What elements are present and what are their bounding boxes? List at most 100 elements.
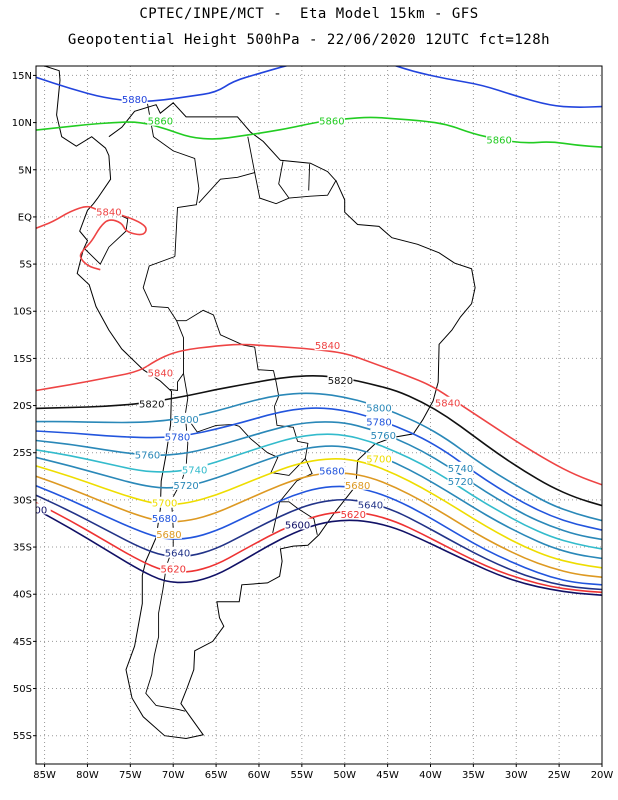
contour-label-bg — [366, 401, 393, 413]
contour-label: 600 — [28, 505, 47, 516]
height-contours — [36, 66, 602, 596]
contour-label-bg — [340, 508, 367, 520]
contour-label-bg — [151, 511, 178, 523]
contour-label: 5700 — [152, 499, 177, 510]
lat-label: 55S — [13, 731, 32, 742]
country-border — [147, 103, 200, 257]
lon-label: 50W — [333, 770, 356, 781]
contour-label: 5760 — [371, 431, 396, 442]
contour-label: 5680 — [156, 530, 181, 541]
contour-label: 5720 — [173, 481, 198, 492]
contour-label-bg — [357, 498, 384, 510]
contour-label-bg — [344, 478, 371, 490]
contour-line-5780 — [36, 407, 602, 531]
lon-label: 60W — [248, 770, 271, 781]
contour-label-bg — [147, 366, 174, 378]
contour-label: 5860 — [486, 136, 511, 147]
contour-label-bg — [314, 339, 341, 351]
contour-label-bg — [173, 412, 200, 424]
contour-label: 5640 — [165, 549, 190, 560]
contour-label: 5820 — [139, 400, 164, 411]
contour-line-5720 — [36, 445, 602, 560]
contour-label-bg — [447, 461, 474, 473]
country-border — [238, 406, 309, 476]
lat-label: 15S — [13, 354, 32, 365]
lat-label: 50S — [13, 684, 32, 695]
chart-title-line2: Geopotential Height 500hPa - 22/06/2020 … — [67, 32, 551, 48]
contour-label-bg — [121, 93, 148, 105]
contour-label: 5880 — [122, 95, 147, 106]
island-coast — [139, 29, 186, 45]
contour-line-5840 — [36, 205, 147, 271]
lat-label: 45S — [13, 637, 32, 648]
contour-label-bg — [318, 114, 345, 126]
contour-line-5680 — [36, 484, 602, 586]
contour-label: 5620 — [341, 510, 366, 521]
latitude-axis: 15N 10N 5N EQ 5S 10S 15S 20S 25S 30S 35S 40S 45S 50S 5… — [12, 71, 36, 742]
lat-label: 5S — [19, 260, 32, 271]
contour-label-bg — [434, 396, 461, 408]
contour-label: 5860 — [319, 117, 344, 128]
contour-label: 5840 — [148, 369, 173, 380]
lat-label: 25S — [13, 448, 32, 459]
lat-label: 20S — [13, 401, 32, 412]
contour-label: 5800 — [173, 415, 198, 426]
contour-label: 5700 — [366, 454, 391, 465]
contour-label-bg — [173, 478, 200, 490]
country-border — [308, 164, 311, 191]
lon-label: 20W — [591, 770, 614, 781]
contour-label-bg — [160, 562, 187, 574]
country-border — [145, 414, 189, 712]
country-border — [176, 309, 280, 407]
contour-label-bg — [134, 448, 161, 460]
contour-label: 5780 — [366, 418, 391, 429]
contour-label: 5720 — [448, 477, 473, 488]
contour-label-bg — [486, 133, 513, 145]
lat-label: 40S — [13, 590, 32, 601]
contour-line-5620 — [36, 501, 602, 594]
contour-label: 5780 — [165, 433, 190, 444]
contour-label: 5840 — [96, 207, 121, 218]
contour-label: 5860 — [148, 117, 173, 128]
contour-label-bg — [138, 397, 165, 409]
country-border — [272, 501, 281, 533]
lon-label: 40W — [419, 770, 442, 781]
contour-line-5700 — [36, 458, 602, 569]
contour-label: 5680 — [319, 467, 344, 478]
contour-line-5600 — [36, 508, 602, 596]
plot-frame — [35, 65, 603, 765]
lat-label: 10N — [12, 118, 32, 129]
contour-label: 5740 — [448, 464, 473, 475]
contour-label: 5840 — [435, 399, 460, 410]
lon-label: 35W — [462, 770, 485, 781]
lon-label: 70W — [162, 770, 185, 781]
lon-label: 55W — [291, 770, 314, 781]
contour-label-bg — [164, 546, 191, 558]
lat-label: 30S — [13, 495, 32, 506]
contour-label: 5640 — [358, 501, 383, 512]
contour-label: 5600 — [285, 520, 310, 531]
graticule — [36, 66, 603, 764]
contour-label-bg — [366, 452, 393, 464]
longitude-axis: 85W 80W 75W 70W 65W 60W 55W 50W 45W 40W 35W 30W 25W 2… — [33, 764, 613, 781]
contour-label-bg — [95, 205, 122, 217]
contour-line-5640 — [36, 494, 602, 591]
contour-label-bg — [164, 430, 191, 442]
contour-label: 5840 — [315, 341, 340, 352]
contour-label-bg — [36, 503, 51, 515]
contour-label: 5740 — [182, 466, 207, 477]
contour-label: 5620 — [160, 565, 185, 576]
lon-label: 30W — [505, 770, 528, 781]
contour-label-bg — [147, 114, 174, 126]
lon-label: 75W — [119, 770, 142, 781]
contour-label: 5680 — [345, 481, 370, 492]
contour-line-5820 — [36, 374, 602, 507]
chart-title-line1: CPTEC/INPE/MCT - Eta Model 15km - GFS — [139, 6, 479, 22]
country-border — [254, 172, 337, 205]
country-border — [278, 458, 318, 535]
lat-label: 5N — [18, 165, 32, 176]
contour-label: 5680 — [152, 514, 177, 525]
contour-label-bg — [447, 475, 474, 487]
contour-label-bg — [155, 527, 182, 539]
